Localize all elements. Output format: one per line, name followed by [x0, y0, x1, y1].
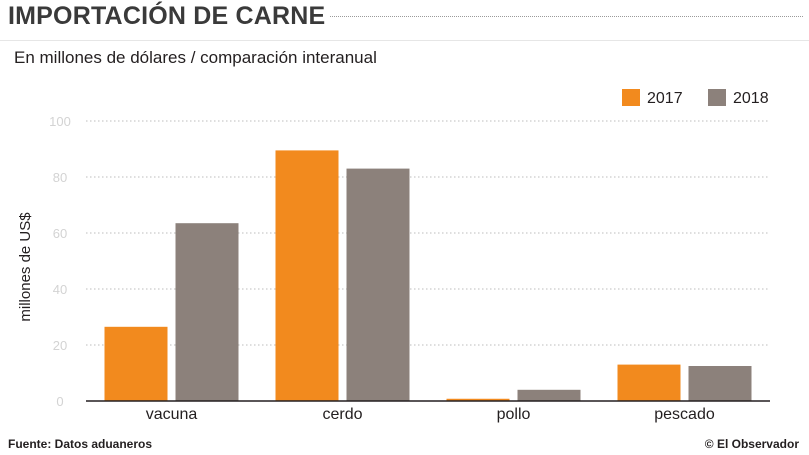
legend-swatch-2017	[622, 89, 640, 106]
category-label: pescado	[654, 406, 715, 423]
title-row: IMPORTACIÓN DE CARNE	[0, 0, 809, 36]
y-tick-label: 80	[53, 170, 67, 185]
title-rule	[330, 16, 803, 19]
y-tick-label: 20	[53, 338, 67, 353]
bar-vacuna-2018	[175, 223, 239, 401]
y-tick-label: 40	[53, 282, 67, 297]
chart-title: IMPORTACIÓN DE CARNE	[8, 2, 326, 30]
bar-vacuna-2017	[104, 326, 168, 401]
legend-label-2017: 2017	[647, 90, 683, 107]
category-label: cerdo	[322, 406, 362, 423]
y-tick-label: 60	[53, 226, 67, 241]
category-label: vacuna	[146, 406, 198, 423]
chart-subtitle: En millones de dólares / comparación int…	[14, 48, 377, 67]
legend-label-2018: 2018	[733, 90, 769, 107]
bar-pollo-2018	[517, 389, 581, 401]
bar-cerdo-2017	[275, 150, 339, 401]
header-divider	[0, 40, 809, 41]
category-label: pollo	[497, 406, 531, 423]
source-note: Fuente: Datos aduaneros	[8, 437, 153, 451]
bar-pollo-2017	[446, 398, 510, 401]
y-tick-label: 0	[56, 394, 63, 409]
credit-note: © El Observador	[704, 437, 799, 451]
y-axis-label: millones de US$	[17, 212, 34, 322]
bar-pescado-2018	[688, 366, 752, 401]
y-tick-label: 100	[49, 114, 71, 129]
legend-swatch-2018	[708, 89, 726, 106]
bar-cerdo-2018	[346, 168, 410, 401]
bar-pescado-2017	[617, 364, 681, 401]
